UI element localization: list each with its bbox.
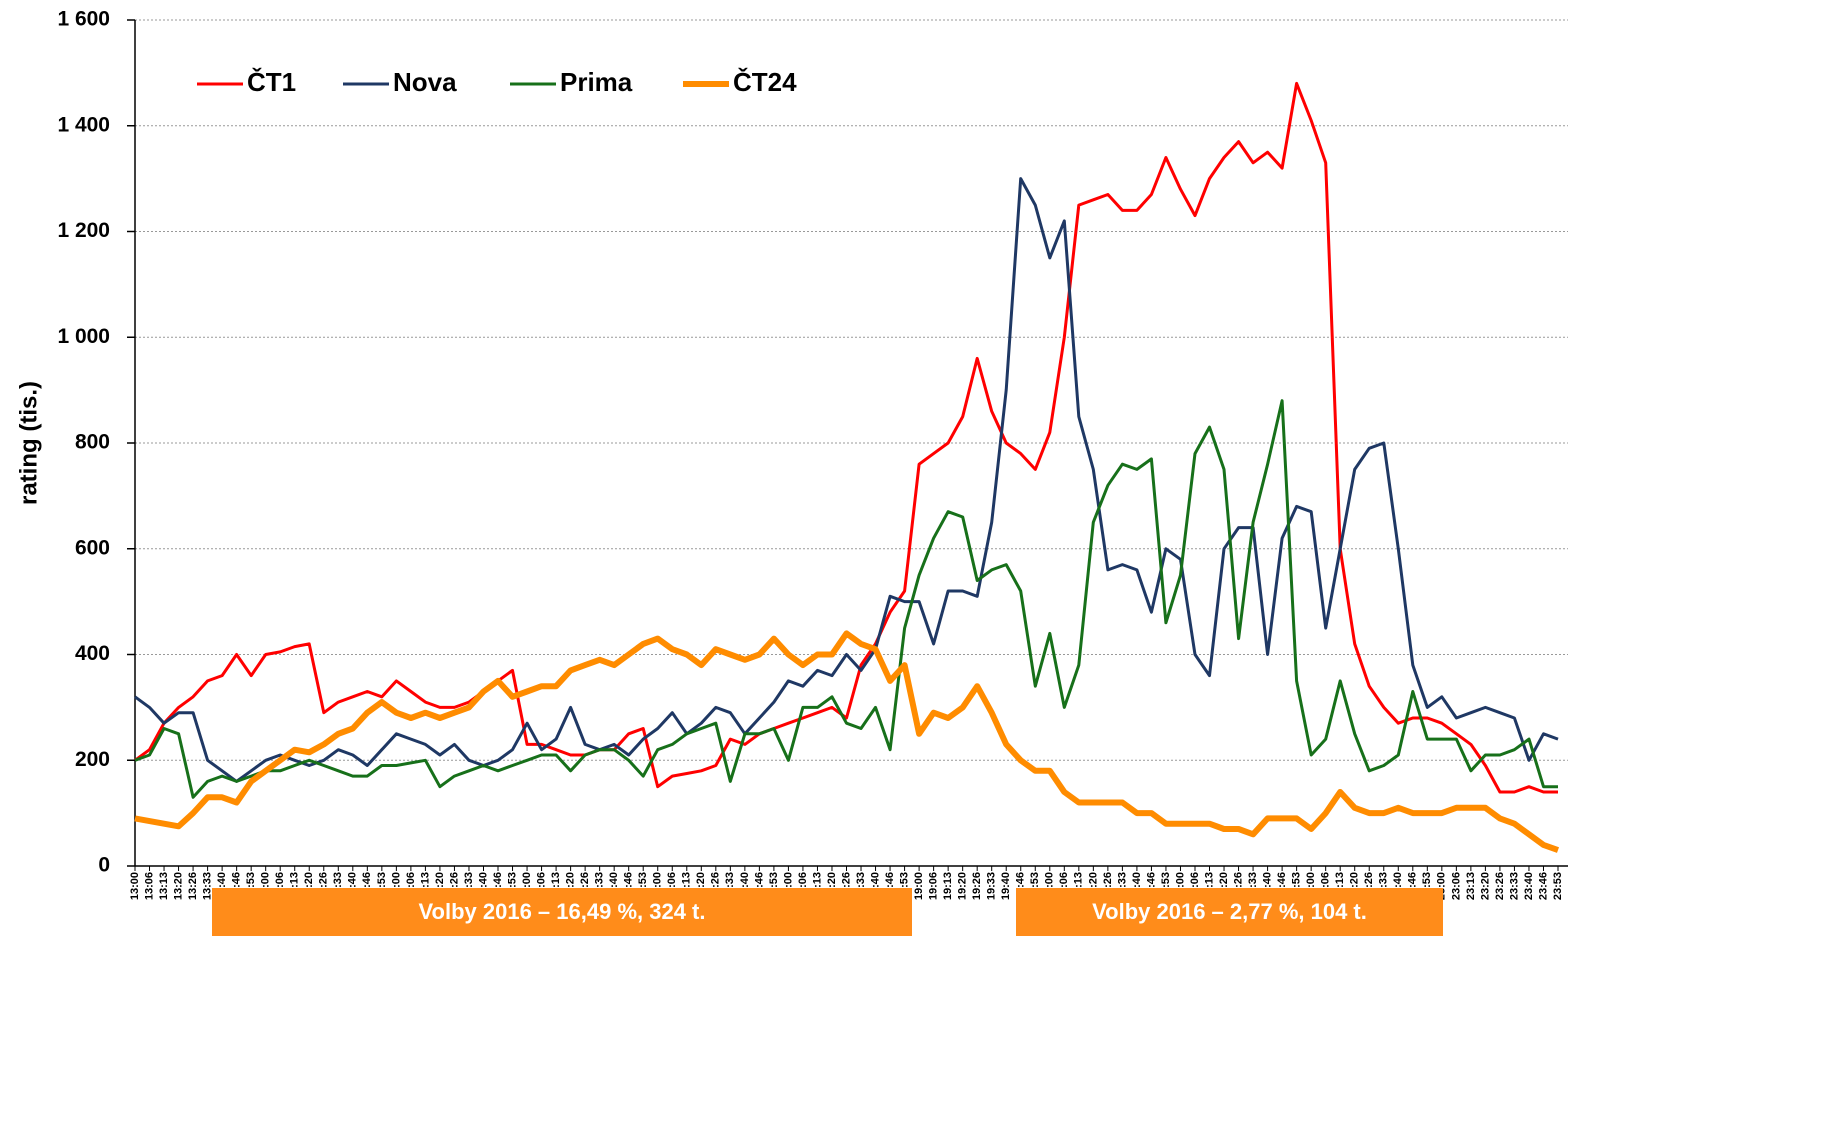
x-tick-label: 13:13 xyxy=(158,872,170,900)
annotation-box xyxy=(1016,888,1443,936)
x-tick-label: 19:13 xyxy=(942,872,954,900)
x-tick-label: 19:33 xyxy=(986,872,998,900)
y-tick-label: 1 200 xyxy=(57,219,110,242)
y-axis-label: rating (tis.) xyxy=(15,381,42,505)
x-tick-label: 19:00 xyxy=(913,872,925,900)
legend-label: ČT24 xyxy=(733,67,797,97)
x-tick-label: 13:00 xyxy=(129,872,141,900)
y-tick-label: 600 xyxy=(75,536,110,559)
legend-label: Prima xyxy=(560,67,633,97)
x-tick-label: 23:26 xyxy=(1494,872,1506,900)
y-tick-label: 800 xyxy=(75,431,110,454)
x-tick-label: 23:46 xyxy=(1537,872,1549,900)
x-tick-label: 13:06 xyxy=(143,872,155,900)
legend-label: Nova xyxy=(393,67,457,97)
x-tick-label: 23:20 xyxy=(1479,872,1491,900)
x-tick-label: 13:33 xyxy=(202,872,214,900)
legend-label: ČT1 xyxy=(247,67,296,97)
x-tick-label: 19:40 xyxy=(1000,872,1012,900)
x-tick-label: 23:13 xyxy=(1465,872,1477,900)
y-tick-label: 1 000 xyxy=(57,325,110,348)
y-tick-label: 1 400 xyxy=(57,113,110,136)
series-line xyxy=(134,630,1560,853)
x-tick-label: 23:33 xyxy=(1508,872,1520,900)
x-tick-label: 13:26 xyxy=(187,872,199,900)
y-tick-label: 400 xyxy=(75,642,110,665)
x-tick-label: 23:40 xyxy=(1523,872,1535,900)
x-tick-label: 23:06 xyxy=(1450,872,1462,900)
annotation-box xyxy=(212,888,912,936)
y-tick-label: 200 xyxy=(75,748,110,771)
x-tick-label: 23:53 xyxy=(1552,872,1564,900)
series-line xyxy=(134,81,1558,794)
x-tick-label: 13:20 xyxy=(172,872,184,900)
x-tick-label: 19:26 xyxy=(971,872,983,900)
y-tick-label: 1 600 xyxy=(57,8,110,31)
x-tick-label: 19:20 xyxy=(957,872,969,900)
annotation-text: Volby 2016 – 16,49 %, 324 t. xyxy=(419,899,706,924)
x-tick-label: 19:06 xyxy=(928,872,940,900)
y-tick-label: 0 xyxy=(98,854,110,877)
series-line xyxy=(134,399,1558,799)
annotation-text: Volby 2016 – 2,77 %, 104 t. xyxy=(1092,899,1367,924)
series-line xyxy=(134,177,1559,783)
